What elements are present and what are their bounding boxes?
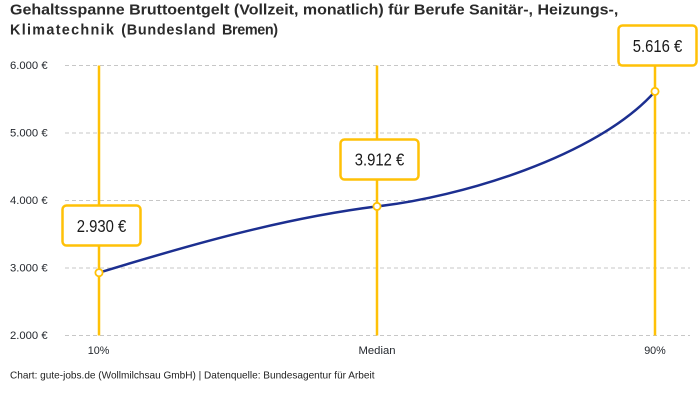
svg-text:Chart: gute-jobs.de (Wollmilch: Chart: gute-jobs.de (Wollmilchsau GmbH) … [10, 370, 375, 381]
svg-text:2.930 €: 2.930 € [77, 216, 127, 236]
svg-text:3.912 €: 3.912 € [355, 150, 405, 170]
svg-text:2.000 €: 2.000 € [10, 330, 48, 342]
svg-text:3.000 €: 3.000 € [10, 263, 48, 275]
svg-text:Gehaltsspanne Bruttoentgelt (V: Gehaltsspanne Bruttoentgelt (Vollzeit, m… [10, 2, 618, 18]
svg-text:6.000 €: 6.000 € [10, 60, 48, 72]
svg-text:4.000 €: 4.000 € [10, 195, 48, 207]
svg-text:Median: Median [359, 345, 396, 357]
svg-text:90%: 90% [644, 345, 666, 357]
svg-text:5.000 €: 5.000 € [10, 128, 48, 140]
svg-text:10%: 10% [88, 345, 110, 357]
svg-text:5.616 €: 5.616 € [633, 36, 683, 56]
